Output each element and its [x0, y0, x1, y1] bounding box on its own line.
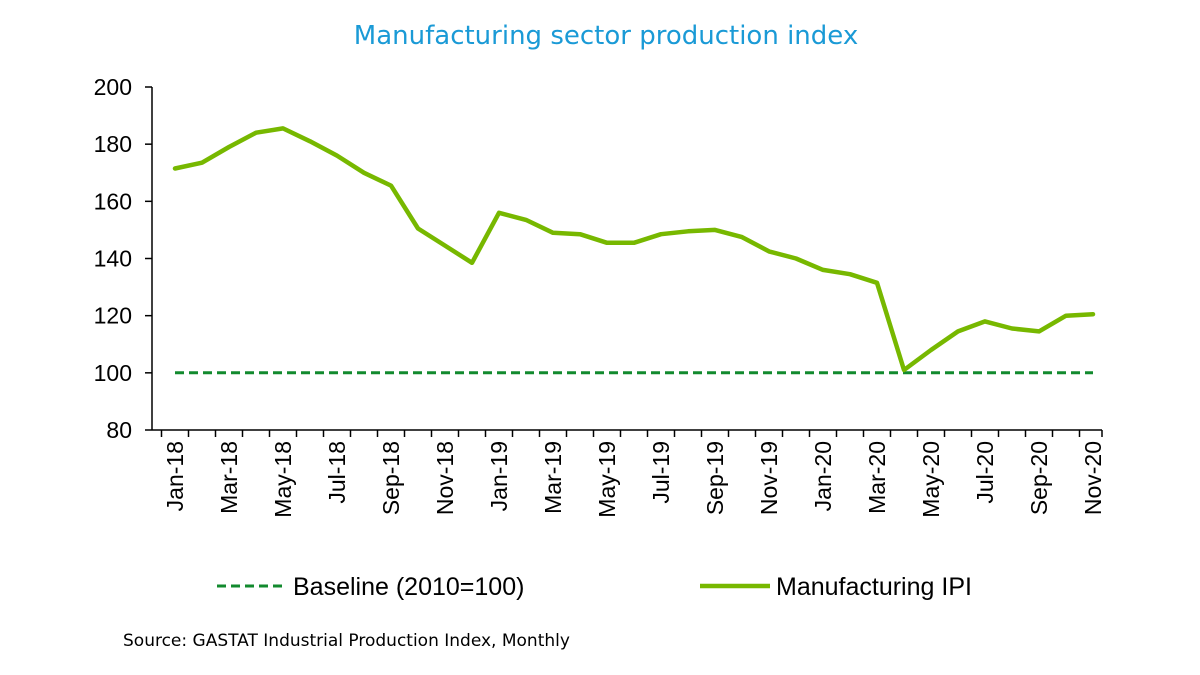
x-tick-label: Sep-18 [378, 441, 404, 515]
x-tick-label: May-19 [594, 441, 620, 518]
x-tick-label: Jul-18 [324, 441, 350, 504]
x-tick-label: Sep-20 [1026, 441, 1052, 515]
x-tick-label: Mar-20 [864, 441, 890, 514]
y-tick-label: 200 [94, 74, 132, 100]
chart-title: Manufacturing sector production index [354, 21, 858, 51]
x-tick-label: May-18 [270, 441, 296, 518]
x-tick-label: May-20 [918, 441, 944, 518]
x-tick-label: Mar-18 [216, 441, 242, 514]
y-tick-label: 120 [94, 303, 132, 329]
legend: Baseline (2010=100) Manufacturing IPI [217, 573, 972, 601]
x-tick-label: Jul-19 [648, 441, 674, 504]
x-tick-label: Nov-19 [756, 441, 782, 515]
ipi-series-line [172, 126, 1096, 373]
legend-baseline-label: Baseline (2010=100) [293, 573, 524, 601]
x-tick-label: Jul-20 [972, 441, 998, 504]
x-tick-label: Jan-18 [162, 441, 188, 511]
y-tick-label: 160 [94, 188, 132, 214]
x-tick-label: Mar-19 [540, 441, 566, 514]
y-tick-label: 140 [94, 246, 132, 272]
x-tick-label: Jan-20 [810, 441, 836, 511]
x-tick-label: Jan-19 [486, 441, 512, 511]
x-tick-label: Nov-20 [1080, 441, 1106, 515]
x-tick-label: Sep-19 [702, 441, 728, 515]
axes: 80 100 120 140 160 180 200 Jan-18 Mar-18 May-18 Ju… [94, 74, 1106, 518]
series-layer [172, 126, 1096, 375]
legend-ipi-label: Manufacturing IPI [776, 573, 972, 601]
source-note: Source: GASTAT Industrial Production Ind… [123, 631, 570, 651]
y-tick-label: 100 [94, 360, 132, 386]
x-tick-label: Nov-18 [432, 441, 458, 515]
y-tick-label: 180 [94, 131, 132, 157]
y-tick-label: 80 [106, 417, 132, 443]
